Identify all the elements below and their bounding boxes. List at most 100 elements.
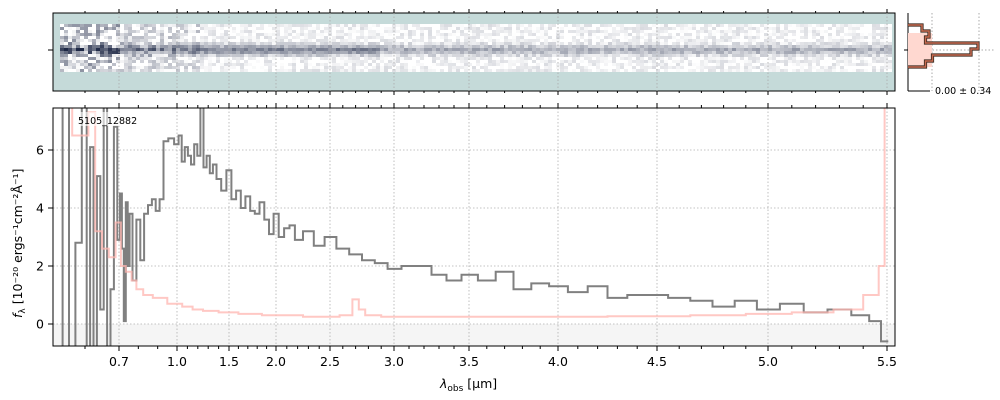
2d-pixel bbox=[468, 36, 472, 39]
2d-pixel bbox=[556, 39, 560, 42]
2d-pixel bbox=[492, 45, 496, 48]
2d-pixel bbox=[836, 66, 840, 69]
2d-pixel bbox=[704, 45, 708, 48]
2d-pixel bbox=[584, 51, 588, 54]
2d-pixel bbox=[648, 30, 652, 33]
2d-pixel bbox=[268, 33, 272, 36]
2d-pixel bbox=[136, 57, 140, 60]
2d-pixel bbox=[232, 57, 236, 60]
2d-pixel bbox=[420, 51, 424, 54]
2d-pixel bbox=[880, 51, 884, 54]
2d-pixel bbox=[632, 69, 636, 72]
2d-pixel bbox=[532, 39, 536, 42]
2d-pixel bbox=[212, 48, 216, 51]
2d-pixel bbox=[76, 69, 80, 72]
2d-pixel bbox=[516, 57, 520, 60]
2d-pixel bbox=[652, 36, 656, 39]
2d-pixel bbox=[760, 33, 764, 36]
2d-pixel bbox=[304, 69, 308, 72]
2d-pixel bbox=[248, 69, 252, 72]
2d-pixel bbox=[804, 24, 808, 27]
2d-pixel bbox=[172, 33, 176, 36]
2d-pixel bbox=[884, 33, 888, 36]
2d-pixel bbox=[184, 36, 188, 39]
2d-pixel bbox=[360, 57, 364, 60]
2d-pixel bbox=[576, 60, 580, 63]
2d-pixel bbox=[532, 57, 536, 60]
2d-pixel bbox=[272, 57, 276, 60]
2d-pixel bbox=[564, 60, 568, 63]
2d-pixel bbox=[504, 63, 508, 66]
2d-pixel bbox=[196, 24, 200, 27]
2d-pixel bbox=[420, 42, 424, 45]
2d-pixel bbox=[576, 27, 580, 30]
2d-pixel bbox=[720, 30, 724, 33]
2d-pixel bbox=[180, 33, 184, 36]
x-axis-label: λobs [μm] bbox=[439, 376, 497, 394]
2d-pixel bbox=[696, 39, 700, 42]
2d-pixel bbox=[288, 54, 292, 57]
2d-pixel bbox=[800, 24, 804, 27]
2d-pixel bbox=[364, 48, 368, 51]
2d-pixel bbox=[272, 42, 276, 45]
2d-pixel bbox=[364, 57, 368, 60]
2d-pixel bbox=[736, 63, 740, 66]
2d-pixel bbox=[764, 54, 768, 57]
2d-pixel bbox=[336, 27, 340, 30]
2d-pixel bbox=[424, 27, 428, 30]
2d-pixel bbox=[348, 39, 352, 42]
2d-pixel bbox=[112, 63, 116, 66]
2d-pixel bbox=[596, 60, 600, 63]
2d-pixel bbox=[356, 51, 360, 54]
2d-pixel bbox=[160, 66, 164, 69]
2d-pixel bbox=[708, 36, 712, 39]
2d-pixel bbox=[788, 36, 792, 39]
2d-pixel bbox=[740, 33, 744, 36]
2d-pixel bbox=[608, 33, 612, 36]
2d-pixel bbox=[280, 54, 284, 57]
2d-pixel bbox=[608, 66, 612, 69]
2d-pixel bbox=[752, 45, 756, 48]
2d-pixel bbox=[712, 48, 716, 51]
2d-pixel bbox=[100, 66, 104, 69]
2d-pixel bbox=[216, 36, 220, 39]
2d-pixel bbox=[420, 36, 424, 39]
2d-pixel bbox=[464, 42, 468, 45]
2d-pixel bbox=[812, 60, 816, 63]
2d-pixel bbox=[496, 24, 500, 27]
2d-pixel bbox=[172, 42, 176, 45]
2d-pixel bbox=[252, 42, 256, 45]
2d-pixel bbox=[580, 63, 584, 66]
2d-pixel bbox=[740, 51, 744, 54]
2d-pixel bbox=[776, 69, 780, 72]
2d-pixel bbox=[240, 36, 244, 39]
2d-pixel bbox=[820, 36, 824, 39]
2d-pixel bbox=[188, 39, 192, 42]
2d-pixel bbox=[420, 48, 424, 51]
2d-pixel bbox=[636, 45, 640, 48]
2d-pixel bbox=[760, 63, 764, 66]
2d-pixel bbox=[456, 48, 460, 51]
2d-pixel bbox=[296, 66, 300, 69]
2d-pixel bbox=[384, 24, 388, 27]
2d-pixel bbox=[68, 66, 72, 69]
2d-pixel bbox=[808, 51, 812, 54]
2d-pixel bbox=[248, 66, 252, 69]
2d-pixel bbox=[448, 45, 452, 48]
2d-pixel bbox=[316, 30, 320, 33]
2d-pixel bbox=[212, 45, 216, 48]
2d-pixel bbox=[860, 33, 864, 36]
2d-pixel bbox=[800, 63, 804, 66]
2d-pixel bbox=[424, 42, 428, 45]
2d-pixel bbox=[276, 63, 280, 66]
2d-pixel bbox=[248, 45, 252, 48]
2d-pixel bbox=[600, 33, 604, 36]
2d-pixel bbox=[808, 27, 812, 30]
2d-pixel bbox=[556, 24, 560, 27]
2d-pixel bbox=[520, 51, 524, 54]
2d-pixel bbox=[156, 48, 160, 51]
2d-pixel bbox=[376, 66, 380, 69]
2d-pixel bbox=[444, 27, 448, 30]
